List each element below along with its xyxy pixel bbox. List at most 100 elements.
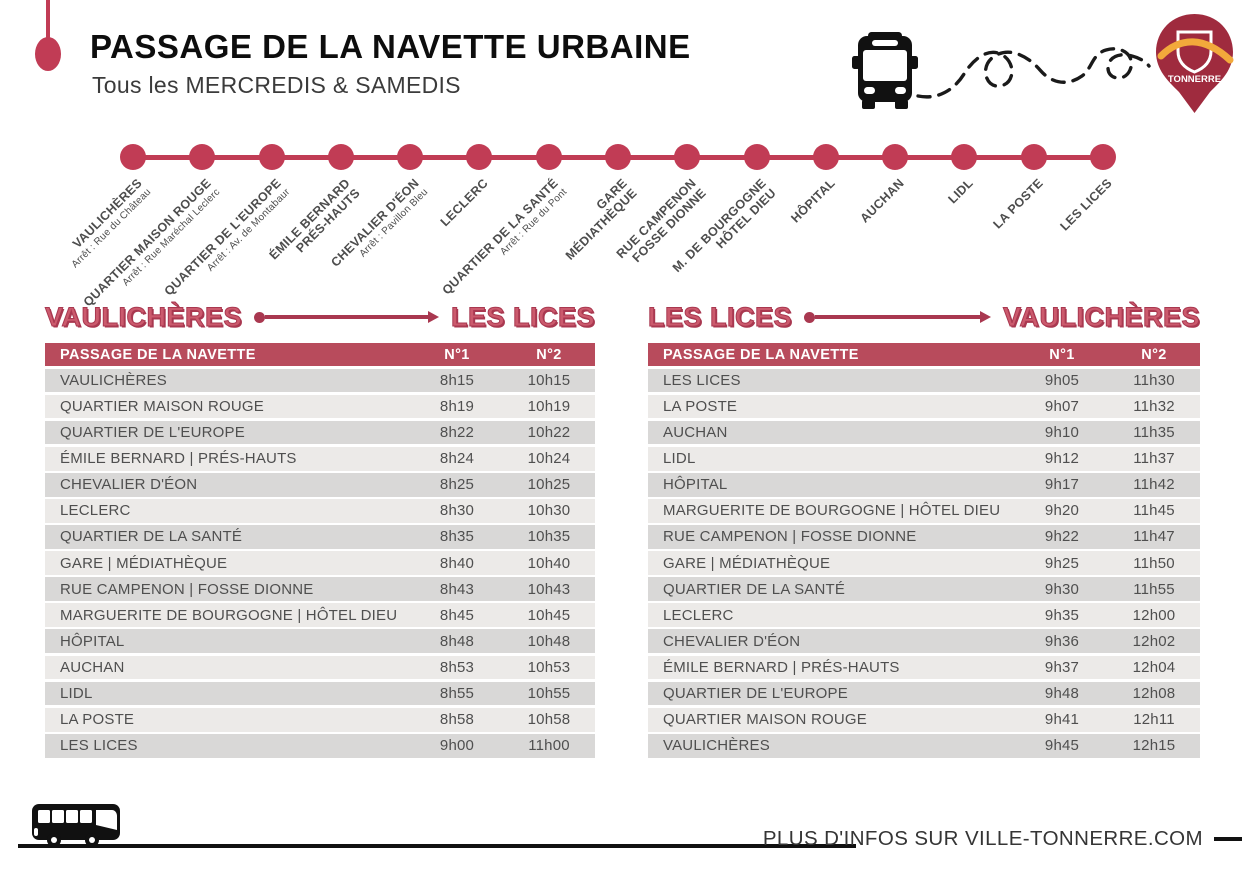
- cell-stop-name: LIDL: [663, 450, 696, 468]
- cell-stop-name: QUARTIER DE L'EUROPE: [663, 685, 848, 703]
- cell-time-n1: 9h20: [1044, 502, 1080, 520]
- footer-info-text: PLUS D'INFOS SUR VILLE-TONNERRE.COM: [762, 827, 1203, 850]
- cell-time-n2: 11h30: [1133, 371, 1175, 389]
- direction-header: VAULICHÈRES LES LICES: [44, 300, 595, 334]
- table-row: QUARTIER DE L'EUROPE 8h22 10h22: [45, 420, 595, 445]
- page-subtitle: Tous les MERCREDIS & SAMEDIS: [92, 72, 461, 98]
- table-row: QUARTIER DE L'EUROPE 9h48 12h08: [648, 681, 1200, 706]
- route-dot: [397, 144, 424, 170]
- direction-to-label: LES LICES: [450, 301, 595, 332]
- tonnerre-pin-logo: TONNERRE: [1156, 14, 1234, 113]
- cell-time-n1: 8h48: [439, 632, 475, 650]
- cell-stop-name: RUE CAMPENON | FOSSE DIONNE: [663, 528, 917, 546]
- route-dot: [951, 144, 978, 170]
- table-row: LES LICES 9h00 11h00: [45, 733, 595, 758]
- cell-stop-name: AUCHAN: [663, 424, 728, 442]
- route-dot: [258, 144, 285, 170]
- cell-time-n1: 9h36: [1044, 632, 1080, 650]
- cell-time-n1: 8h24: [439, 450, 475, 468]
- cell-time-n2: 12h04: [1132, 658, 1176, 676]
- table-row: VAULICHÈRES 8h15 10h15: [45, 368, 595, 393]
- route-dot: [535, 144, 562, 170]
- table-row: CHEVALIER D'ÉON 9h36 12h02: [648, 629, 1200, 654]
- cell-time-n1: 8h55: [439, 685, 475, 703]
- dashed-route-squiggle-icon: [916, 47, 1151, 99]
- timetable-header-row: PASSAGE DE LA NAVETTE N°1 N°2: [45, 343, 595, 366]
- route-map: VAULICHÈRES Arrêt : Rue du Château QUARTIE…: [0, 0, 1242, 309]
- cell-time-n1: 8h25: [439, 476, 475, 494]
- col-n2-header: N°2: [1141, 346, 1167, 363]
- cell-stop-name: RUE CAMPENON | FOSSE DIONNE: [60, 580, 314, 598]
- cell-time-n1: 8h35: [439, 528, 475, 546]
- cell-time-n1: 9h12: [1044, 450, 1080, 468]
- cell-time-n1: 9h05: [1044, 371, 1080, 389]
- cell-time-n1: 8h15: [439, 371, 475, 389]
- cell-time-n2: 11h32: [1133, 397, 1175, 415]
- table-row: MARGUERITE DE BOURGOGNE | HÔTEL DIEU 8h45…: [45, 603, 595, 628]
- cell-stop-name: LES LICES: [663, 371, 741, 389]
- table-row: LIDL 8h55 10h55: [45, 681, 595, 706]
- table-row: LIDL 9h12 11h37: [648, 446, 1200, 471]
- cell-time-n2: 10h55: [527, 685, 571, 703]
- cell-time-n2: 12h11: [1133, 711, 1175, 729]
- cell-time-n2: 11h00: [528, 737, 570, 755]
- cell-stop-name: LA POSTE: [663, 397, 738, 415]
- route-dot: [674, 144, 701, 170]
- cell-time-n1: 8h40: [439, 554, 475, 572]
- cell-time-n2: 11h55: [1133, 580, 1175, 598]
- table-row: LA POSTE 8h58 10h58: [45, 707, 595, 732]
- table-row: ÉMILE BERNARD | PRÉS-HAUTS 9h37 12h04: [648, 655, 1200, 680]
- cell-time-n2: 10h40: [527, 554, 571, 572]
- table-row: CHEVALIER D'ÉON 8h25 10h25: [45, 472, 595, 497]
- cell-stop-name: MARGUERITE DE BOURGOGNE | HÔTEL DIEU: [60, 606, 398, 624]
- header-decor-line: [46, 0, 50, 40]
- table-row: QUARTIER DE LA SANTÉ 8h35 10h35: [45, 525, 595, 549]
- table-row: GARE | MÉDIATHÈQUE 9h25 11h50: [648, 551, 1200, 575]
- direction-header: LES LICES VAULICHÈRES: [647, 300, 1200, 334]
- cell-time-n1: 9h25: [1044, 554, 1080, 572]
- footer-dash: [1214, 837, 1242, 841]
- cell-stop-name: QUARTIER MAISON ROUGE: [663, 711, 867, 729]
- route-dot: [743, 144, 770, 170]
- table-row: AUCHAN 8h53 10h53: [45, 655, 595, 680]
- cell-time-n2: 10h53: [527, 658, 571, 676]
- cell-time-n1: 9h00: [439, 737, 475, 755]
- cell-time-n2: 11h42: [1133, 476, 1175, 494]
- route-dot: [1090, 144, 1116, 170]
- cell-time-n2: 10h19: [527, 397, 571, 415]
- footer-bus-icon: [32, 804, 120, 847]
- cell-time-n1: 9h07: [1044, 397, 1080, 415]
- cell-time-n2: 12h15: [1132, 737, 1176, 755]
- table-row: GARE | MÉDIATHÈQUE 8h40 10h40: [45, 551, 595, 575]
- cell-time-n2: 10h35: [527, 528, 571, 546]
- cell-time-n2: 10h25: [527, 476, 571, 494]
- arrow-head-icon: [979, 311, 991, 323]
- col-stop-header: PASSAGE DE LA NAVETTE: [60, 346, 256, 363]
- arrow-line: [815, 315, 980, 319]
- timetable-outbound: PASSAGE DE LA NAVETTE N°1 N°2 VAULICHÈRE…: [45, 343, 595, 758]
- cell-time-n2: 10h30: [527, 502, 571, 520]
- direction-arrow: [804, 311, 991, 323]
- timetable-header-row: PASSAGE DE LA NAVETTE N°1 N°2: [648, 343, 1200, 366]
- cell-time-n1: 9h48: [1044, 685, 1080, 703]
- arrow-head-icon: [427, 311, 439, 323]
- col-n1-header: N°1: [444, 346, 470, 363]
- table-row: HÔPITAL 9h17 11h42: [648, 472, 1200, 497]
- cell-stop-name: GARE | MÉDIATHÈQUE: [663, 554, 831, 572]
- cell-stop-name: QUARTIER DE L'EUROPE: [60, 424, 245, 442]
- direction-from-label: VAULICHÈRES: [44, 301, 243, 332]
- cell-time-n2: 10h58: [527, 711, 571, 729]
- table-row: LES LICES 9h05 11h30: [648, 368, 1200, 393]
- footer-info: PLUS D'INFOS SUR VILLE-TONNERRE.COM: [763, 827, 1242, 851]
- col-n1-header: N°1: [1049, 346, 1075, 363]
- route-dot: [1020, 144, 1047, 170]
- table-row: QUARTIER MAISON ROUGE 8h19 10h19: [45, 394, 595, 419]
- cell-time-n1: 8h19: [439, 397, 475, 415]
- cell-time-n1: 9h10: [1044, 424, 1080, 442]
- cell-time-n1: 9h45: [1044, 737, 1080, 755]
- cell-stop-name: LIDL: [60, 685, 93, 703]
- cell-time-n2: 11h50: [1133, 554, 1175, 572]
- cell-time-n1: 8h53: [439, 658, 475, 676]
- cell-stop-name: LES LICES: [60, 737, 138, 755]
- cell-time-n2: 10h43: [527, 580, 571, 598]
